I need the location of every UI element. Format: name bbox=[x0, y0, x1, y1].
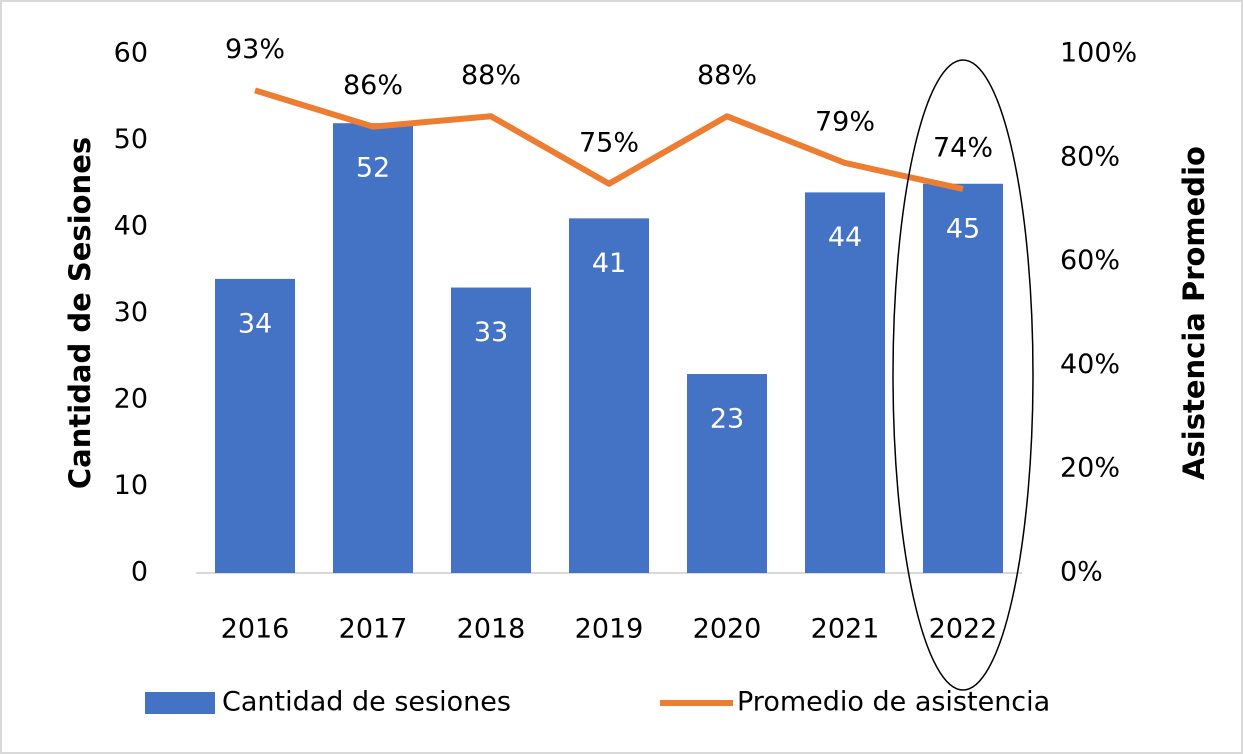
y-tick-label: 50 bbox=[114, 124, 148, 155]
x-tick-label: 2018 bbox=[457, 614, 526, 645]
bar bbox=[923, 183, 1003, 573]
x-tick-label: 2021 bbox=[811, 614, 880, 645]
line-value-label: 75% bbox=[579, 127, 639, 158]
line-value-label: 88% bbox=[461, 60, 521, 91]
y-tick-label: 20 bbox=[114, 384, 148, 415]
bar-value-label: 52 bbox=[356, 153, 390, 184]
bar bbox=[687, 374, 767, 573]
bar-value-label: 45 bbox=[946, 213, 980, 244]
legend-label: Promedio de asistencia bbox=[737, 687, 1050, 718]
x-tick-label: 2020 bbox=[693, 614, 762, 645]
x-tick-label: 2019 bbox=[575, 614, 644, 645]
line-value-label: 88% bbox=[697, 60, 757, 91]
legend-label: Cantidad de sesiones bbox=[222, 687, 511, 718]
y2-axis-title: Asistencia Promedio bbox=[1177, 146, 1211, 480]
bar bbox=[569, 218, 649, 573]
line-value-label: 86% bbox=[343, 70, 403, 101]
y2-tick-label: 0% bbox=[1060, 557, 1103, 588]
bar-value-label: 44 bbox=[828, 222, 862, 253]
bar-value-label: 41 bbox=[592, 248, 626, 279]
bar bbox=[451, 287, 531, 573]
y2-tick-label: 40% bbox=[1060, 349, 1120, 380]
y2-tick-label: 100% bbox=[1060, 38, 1137, 69]
x-tick-label: 2017 bbox=[339, 614, 408, 645]
line-value-label: 79% bbox=[815, 106, 875, 137]
y2-tick-label: 60% bbox=[1060, 245, 1120, 276]
line-value-label: 74% bbox=[933, 132, 993, 163]
line-value-label: 93% bbox=[225, 34, 285, 65]
bar bbox=[805, 192, 885, 573]
y2-tick-label: 20% bbox=[1060, 453, 1120, 484]
y-tick-label: 60 bbox=[114, 38, 148, 69]
y-axis-title: Cantidad de Sesiones bbox=[63, 137, 97, 489]
bar-value-label: 23 bbox=[710, 404, 744, 435]
y-tick-label: 30 bbox=[114, 297, 148, 328]
bar-value-label: 34 bbox=[238, 308, 272, 339]
highlight-ellipse bbox=[892, 59, 1034, 691]
y-tick-label: 0 bbox=[131, 557, 148, 588]
line-series bbox=[254, 87, 964, 192]
bar-value-label: 33 bbox=[474, 317, 508, 348]
legend-swatch bbox=[145, 692, 215, 714]
bar bbox=[333, 123, 413, 573]
x-tick-label: 2022 bbox=[929, 614, 998, 645]
y-tick-label: 40 bbox=[114, 211, 148, 242]
y-tick-label: 10 bbox=[114, 470, 148, 501]
y2-tick-label: 80% bbox=[1060, 141, 1120, 172]
bar bbox=[215, 278, 295, 573]
x-tick-label: 2016 bbox=[221, 614, 290, 645]
